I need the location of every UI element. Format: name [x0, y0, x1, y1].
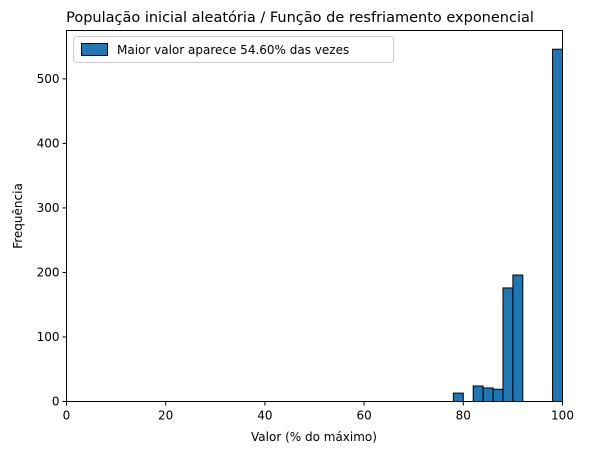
histogram-bar-0	[452, 392, 464, 403]
x-tick-label-1: 20	[158, 409, 173, 423]
histogram-bar-4	[502, 287, 514, 402]
y-axis-label: Frequência	[11, 183, 25, 249]
x-tick-label-0: 0	[63, 409, 71, 423]
y-tick-label-0: 0	[52, 395, 60, 409]
x-axis-ticks: 0 20 40 60 80 100	[63, 401, 574, 423]
histogram-bar-3	[492, 388, 504, 403]
y-tick-label-1: 100	[37, 330, 60, 344]
histogram-bar-5	[512, 274, 524, 402]
legend-box	[73, 36, 394, 63]
x-tick-label-3: 60	[356, 409, 371, 423]
x-tick-label-2: 40	[257, 409, 272, 423]
x-tick-label-4: 80	[456, 409, 471, 423]
y-tick-label-3: 300	[37, 201, 60, 215]
bars-group	[452, 48, 564, 403]
histogram-bar-1	[472, 385, 484, 402]
y-tick-label-2: 200	[37, 265, 60, 279]
x-tick-label-5: 100	[551, 409, 574, 423]
y-tick-label-5: 500	[37, 72, 60, 86]
histogram-bar-6	[552, 48, 564, 402]
histogram-bar-2	[482, 387, 494, 403]
y-axis-ticks: 0 100 200 300 400 500	[37, 72, 67, 409]
plot-frame	[66, 30, 563, 402]
x-axis-label: Valor (% do máximo)	[251, 430, 377, 444]
legend: Maior valor aparece 54.60% das vezes	[73, 36, 394, 63]
y-tick-label-4: 400	[37, 136, 60, 150]
legend-label: Maior valor aparece 54.60% das vezes	[117, 43, 349, 57]
legend-swatch	[81, 43, 108, 56]
chart-title: População inicial aleatória / Função de …	[66, 10, 534, 26]
